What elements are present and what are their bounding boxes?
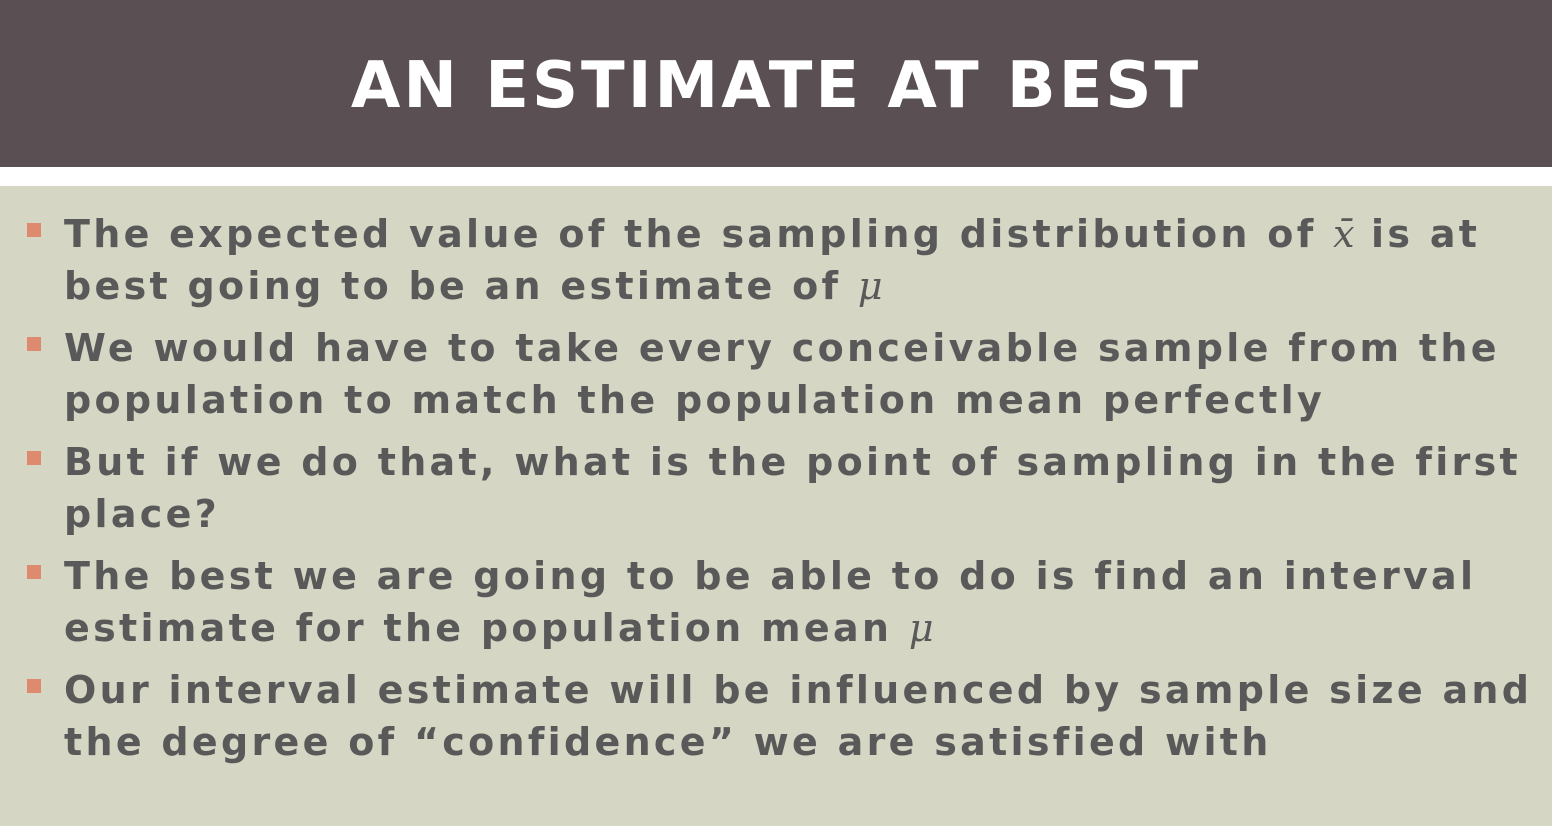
- bullet-marker-icon: [27, 337, 41, 351]
- bullet-4-text: The best we are going to be able to do i…: [64, 554, 1477, 650]
- bullet-2-text: We would have to take every conceivable …: [64, 326, 1500, 422]
- bullet-list: The expected value of the sampling distr…: [0, 208, 1552, 778]
- content-area: The expected value of the sampling distr…: [0, 186, 1552, 826]
- bullet-1-text-after: is at best going to be an estimate of: [64, 212, 1481, 308]
- bullet-marker-icon: [27, 565, 41, 579]
- bullet-marker-icon: [27, 451, 41, 465]
- bullet-4-symbol-mu: μ: [908, 606, 934, 650]
- bullet-item-2: We would have to take every conceivable …: [0, 322, 1552, 426]
- bullet-marker-icon: [27, 223, 41, 237]
- bullet-5-text: Our interval estimate will be influenced…: [64, 668, 1533, 764]
- bullet-item-3: But if we do that, what is the point of …: [0, 436, 1552, 540]
- bullet-1-symbol-xbar: x̄: [1333, 212, 1355, 256]
- bullet-1-text-before: The expected value of the sampling distr…: [64, 212, 1317, 256]
- bullet-marker-icon: [27, 679, 41, 693]
- bullet-3-text: But if we do that, what is the point of …: [64, 440, 1521, 536]
- bullet-item-5: Our interval estimate will be influenced…: [0, 664, 1552, 768]
- title-bar: AN ESTIMATE AT BEST: [0, 0, 1552, 167]
- bullet-1-symbol-mu: μ: [857, 264, 883, 308]
- slide-title: AN ESTIMATE AT BEST: [350, 48, 1202, 123]
- bullet-item-1: The expected value of the sampling distr…: [0, 208, 1552, 312]
- bullet-item-4: The best we are going to be able to do i…: [0, 550, 1552, 654]
